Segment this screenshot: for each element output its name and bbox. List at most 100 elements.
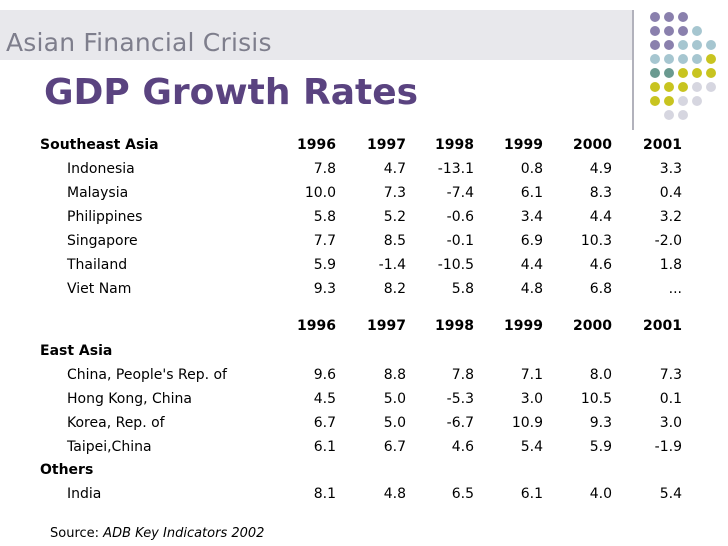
- year-header: 1999: [504, 137, 543, 153]
- decorative-dot: [706, 40, 716, 50]
- decorative-dot: [664, 54, 674, 64]
- table-row: Indonesia 7.8 4.7 -13.1 0.8 4.9 3.3: [0, 161, 728, 183]
- gdp-value: 8.3: [589, 185, 612, 201]
- decorative-dot-grid: [648, 12, 724, 120]
- gdp-value: 5.4: [659, 486, 682, 502]
- source-text: ADB Key Indicators 2002: [103, 526, 265, 541]
- gdp-value: 9.6: [313, 367, 336, 383]
- gdp-value: -13.1: [437, 161, 474, 177]
- gdp-value: 5.9: [589, 439, 612, 455]
- gdp-value: 4.9: [589, 161, 612, 177]
- decorative-dot: [664, 82, 674, 92]
- vertical-divider: [632, 10, 634, 130]
- gdp-value: 10.3: [580, 233, 612, 249]
- gdp-value: 6.1: [313, 439, 336, 455]
- gdp-value: 4.4: [520, 257, 543, 273]
- decorative-dot: [664, 12, 674, 22]
- source-label: Source:: [50, 526, 100, 541]
- section-title: Southeast Asia: [40, 137, 159, 153]
- decorative-dot: [692, 96, 702, 106]
- year-header: 1998: [435, 318, 474, 334]
- year-header: 1996: [297, 137, 336, 153]
- decorative-dot: [678, 12, 688, 22]
- gdp-value: 4.0: [589, 486, 612, 502]
- country-label: India: [67, 486, 102, 502]
- gdp-value: 7.1: [520, 367, 543, 383]
- gdp-value: 5.4: [520, 439, 543, 455]
- year-header: 2001: [643, 318, 682, 334]
- decorative-dot: [678, 82, 688, 92]
- decorative-dot: [692, 40, 702, 50]
- decorative-dot: [650, 54, 660, 64]
- gdp-value: 10.0: [304, 185, 336, 201]
- table-row: Singapore 7.7 8.5 -0.1 6.9 10.3 -2.0: [0, 233, 728, 255]
- gdp-value: -0.1: [446, 233, 474, 249]
- gdp-value: -0.6: [446, 209, 474, 225]
- country-label: Korea, Rep. of: [67, 415, 165, 431]
- gdp-value: 7.8: [313, 161, 336, 177]
- slide-title: GDP Growth Rates: [44, 72, 419, 113]
- gdp-value: 5.8: [313, 209, 336, 225]
- decorative-dot: [650, 82, 660, 92]
- country-label: Taipei,China: [67, 439, 152, 455]
- table-row: Malaysia 10.0 7.3 -7.4 6.1 8.3 0.4: [0, 185, 728, 207]
- gdp-value: 8.8: [383, 367, 406, 383]
- country-label: Indonesia: [67, 161, 135, 177]
- gdp-value: 4.7: [383, 161, 406, 177]
- gdp-value: 6.9: [520, 233, 543, 249]
- gdp-value: -5.3: [446, 391, 474, 407]
- gdp-value: 4.5: [313, 391, 336, 407]
- gdp-value: 8.1: [313, 486, 336, 502]
- gdp-value: 4.6: [589, 257, 612, 273]
- gdp-value: 6.7: [313, 415, 336, 431]
- year-header: 2001: [643, 137, 682, 153]
- gdp-value: 0.4: [659, 185, 682, 201]
- decorative-dot: [706, 54, 716, 64]
- gdp-value: 8.0: [589, 367, 612, 383]
- gdp-value: 4.8: [383, 486, 406, 502]
- decorative-dot: [664, 40, 674, 50]
- gdp-value: -10.5: [437, 257, 474, 273]
- source-note: Source: ADB Key Indicators 2002: [50, 526, 264, 541]
- gdp-value: -2.0: [654, 233, 682, 249]
- gdp-value: 7.8: [451, 367, 474, 383]
- gdp-value: 4.4: [589, 209, 612, 225]
- decorative-dot: [678, 110, 688, 120]
- gdp-value: 8.5: [383, 233, 406, 249]
- table-row: Taipei,China 6.1 6.7 4.6 5.4 5.9 -1.9: [0, 439, 728, 461]
- gdp-value: 3.4: [520, 209, 543, 225]
- decorative-dot: [692, 68, 702, 78]
- gdp-value: 10.5: [580, 391, 612, 407]
- country-label: Viet Nam: [67, 281, 132, 297]
- year-header: 1998: [435, 137, 474, 153]
- year-header: 1996: [297, 318, 336, 334]
- decorative-dot: [692, 26, 702, 36]
- table-row: Korea, Rep. of 6.7 5.0 -6.7 10.9 9.3 3.0: [0, 415, 728, 437]
- decorative-dot: [678, 68, 688, 78]
- gdp-value: 9.3: [589, 415, 612, 431]
- gdp-value: 1.8: [659, 257, 682, 273]
- decorative-dot: [692, 54, 702, 64]
- gdp-value: 5.0: [383, 415, 406, 431]
- decorative-dot: [664, 96, 674, 106]
- country-label: Singapore: [67, 233, 138, 249]
- gdp-value: 5.8: [451, 281, 474, 297]
- table-row: Viet Nam 9.3 8.2 5.8 4.8 6.8 ...: [0, 281, 728, 303]
- gdp-value: 6.1: [520, 486, 543, 502]
- gdp-value: 6.7: [383, 439, 406, 455]
- decorative-dot: [706, 68, 716, 78]
- gdp-value: -7.4: [446, 185, 474, 201]
- country-label: Malaysia: [67, 185, 129, 201]
- gdp-value: 7.7: [313, 233, 336, 249]
- header-bar: Asian Financial Crisis: [0, 10, 632, 60]
- year-header: 2000: [573, 137, 612, 153]
- decorative-dot: [664, 26, 674, 36]
- table-header-row: Southeast Asia 1996 1997 1998 1999 2000 …: [0, 137, 728, 159]
- gdp-value: -1.9: [654, 439, 682, 455]
- gdp-value: 7.3: [659, 367, 682, 383]
- decorative-dot: [678, 96, 688, 106]
- gdp-value: 4.6: [451, 439, 474, 455]
- gdp-value: 3.0: [520, 391, 543, 407]
- decorative-dot: [692, 82, 702, 92]
